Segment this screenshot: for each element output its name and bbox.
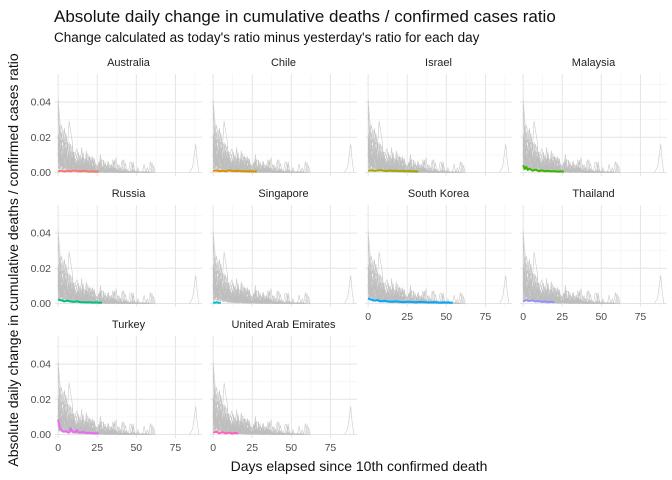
x-tick-label: 50 — [285, 442, 297, 454]
y-tick-label: 0.02 — [31, 394, 52, 406]
x-tick-label: 25 — [246, 442, 258, 454]
background-series-line — [344, 275, 355, 304]
facet-strip-label: Singapore — [258, 188, 308, 200]
facet-strip-label: Thailand — [572, 188, 614, 200]
x-tick-label: 0 — [55, 442, 61, 454]
background-series-line — [367, 99, 433, 174]
background-series-line — [654, 275, 665, 304]
x-tick-label: 0 — [520, 311, 526, 323]
all-countries-background-lines — [57, 99, 200, 174]
series-line-turkey — [57, 419, 99, 435]
background-series-line — [212, 99, 278, 174]
x-tick-label: 75 — [170, 442, 182, 454]
y-tick-label: 0.00 — [31, 167, 52, 179]
all-countries-background-lines — [522, 99, 665, 174]
y-tick-label: 0.04 — [31, 97, 52, 109]
background-series-line — [654, 144, 665, 173]
background-series-line — [499, 275, 510, 304]
all-countries-background-lines — [367, 99, 510, 174]
background-series-line — [212, 417, 253, 435]
facet-strip-label: United Arab Emirates — [232, 319, 336, 331]
y-axis-label: Absolute daily change in cumulative deat… — [5, 53, 21, 466]
all-countries-background-lines — [367, 230, 510, 305]
background-series-line — [522, 99, 588, 174]
series-line-thailand — [522, 299, 555, 304]
panel-thailand: Thailand 0 25 50 75 — [520, 188, 667, 323]
background-series-line — [57, 99, 123, 174]
facet-strip-label: Australia — [107, 57, 151, 69]
series-line-united-arab-emirates — [212, 430, 239, 435]
all-countries-background-lines — [522, 230, 665, 305]
panel-singapore: Singapore — [210, 188, 357, 307]
background-series-line — [57, 155, 98, 173]
panel-south-korea: South Korea 0 25 50 75 — [365, 188, 512, 323]
y-tick-label: 0.02 — [31, 132, 52, 144]
x-tick-label: 75 — [480, 311, 492, 323]
background-series-line — [189, 144, 200, 173]
x-tick-label: 50 — [130, 442, 142, 454]
y-tick-label: 0.04 — [31, 228, 52, 240]
series-line-israel — [368, 169, 419, 173]
background-series-line — [57, 230, 123, 305]
y-tick-label: 0.02 — [31, 263, 52, 275]
all-countries-background-lines — [212, 230, 355, 305]
series-line-south-korea — [367, 297, 453, 304]
y-tick-label: 0.00 — [31, 298, 52, 310]
panel-australia: Australia 0.00 0.02 0.04 — [31, 57, 202, 179]
all-countries-background-lines — [57, 230, 200, 305]
x-tick-label: 25 — [556, 311, 568, 323]
x-tick-label: 0 — [365, 311, 371, 323]
x-tick-label: 75 — [635, 311, 647, 323]
x-axis-label: Days elapsed since 10th confirmed death — [231, 458, 488, 474]
panel-united-arab-emirates: United Arab Emirates 0 25 50 75 — [210, 319, 357, 454]
y-tick-label: 0.04 — [31, 359, 52, 371]
background-series-line — [212, 361, 278, 436]
series-line-australia — [57, 169, 99, 173]
chart-subtitle: Change calculated as today's ratio minus… — [54, 30, 480, 45]
x-tick-label: 25 — [401, 311, 413, 323]
panel-chile: Chile — [210, 57, 357, 176]
facet-strip-label: Chile — [271, 57, 296, 69]
x-tick-label: 0 — [210, 442, 216, 454]
all-countries-background-lines — [212, 99, 355, 174]
facet-strip-label: Turkey — [112, 319, 146, 331]
background-series-line — [212, 155, 253, 173]
background-series-line — [189, 406, 200, 435]
series-line-russia — [57, 298, 102, 304]
x-tick-label: 75 — [325, 442, 337, 454]
background-series-line — [344, 406, 355, 435]
facet-strip-label: Israel — [425, 57, 452, 69]
background-series-line — [212, 286, 253, 304]
facet-strip-label: South Korea — [408, 188, 470, 200]
series-line-chile — [212, 169, 257, 173]
background-series-line — [499, 144, 510, 173]
background-series-line — [522, 230, 588, 305]
series-line-malaysia — [522, 164, 564, 173]
chart-title: Absolute daily change in cumulative deat… — [54, 7, 556, 26]
facet-panels: Australia 0.00 0.02 0.04 Chile Israel Malaysia… — [31, 57, 667, 454]
all-countries-background-lines — [212, 361, 355, 436]
background-series-line — [57, 286, 98, 304]
background-series-line — [212, 230, 278, 305]
panel-malaysia: Malaysia — [520, 57, 667, 176]
x-tick-label: 50 — [440, 311, 452, 323]
background-series-line — [189, 275, 200, 304]
facet-strip-label: Russia — [112, 188, 147, 200]
facet-strip-label: Malaysia — [572, 57, 616, 69]
background-series-line — [522, 286, 563, 304]
background-series-line — [522, 155, 563, 173]
panel-russia: Russia 0.00 0.02 0.04 — [31, 188, 202, 310]
all-countries-background-lines — [57, 361, 200, 436]
x-tick-label: 25 — [91, 442, 103, 454]
background-series-line — [57, 361, 123, 436]
x-tick-label: 50 — [595, 311, 607, 323]
y-tick-label: 0.00 — [31, 429, 52, 441]
series-line-singapore — [212, 301, 222, 304]
panel-israel: Israel — [365, 57, 512, 176]
background-series-line — [344, 144, 355, 173]
panel-turkey: Turkey 0.00 0.02 0.04 0 25 50 75 — [31, 319, 202, 454]
